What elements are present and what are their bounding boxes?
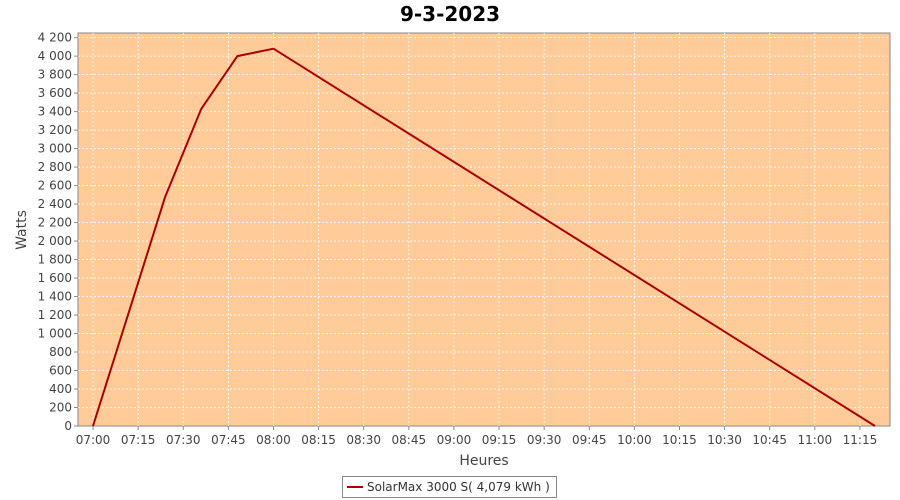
x-tick-label: 10:15: [662, 433, 697, 447]
y-tick-label: 2 600: [38, 179, 72, 193]
x-tick-label: 11:00: [798, 433, 833, 447]
y-tick-label: 3 600: [38, 86, 72, 100]
y-tick-label: 4 200: [38, 31, 72, 45]
y-tick-label: 2 200: [38, 216, 72, 230]
x-tick-label: 09:00: [437, 433, 472, 447]
legend: SolarMax 3000 S( 4,079 kWh ): [342, 476, 557, 498]
y-tick-label: 3 800: [38, 68, 72, 82]
series-line: [92, 47, 876, 427]
x-tick-label: 08:45: [392, 433, 427, 447]
y-tick-label: 3 200: [38, 123, 72, 137]
y-tick-label: 400: [49, 382, 72, 396]
grid: [78, 33, 890, 426]
y-tick-label: 4 000: [38, 49, 72, 63]
x-tick-label: 10:45: [752, 433, 787, 447]
y-tick-label: 1 000: [38, 327, 72, 341]
y-tick-label: 1 400: [38, 290, 72, 304]
x-tick-label: 09:15: [482, 433, 517, 447]
y-tick-label: 3 400: [38, 105, 72, 119]
plot-area: [77, 32, 891, 427]
x-axis-label: Heures: [459, 453, 508, 469]
x-tick-label: 07:30: [166, 433, 201, 447]
y-tick-label: 0: [64, 419, 72, 433]
x-tick-label: 10:00: [617, 433, 652, 447]
y-tick-label: 1 600: [38, 271, 72, 285]
x-tick-label: 08:00: [256, 433, 291, 447]
y-tick-label: 600: [49, 364, 72, 378]
y-tick-label: 200: [49, 401, 72, 415]
y-tick-label: 800: [49, 345, 72, 359]
y-tick-label: 3 000: [38, 142, 72, 156]
axes: 0 200 400 600 800 1 000 1 200 1 400 1 600 1 800 2 …: [38, 31, 878, 447]
y-tick-label: 2 800: [38, 160, 72, 174]
x-tick-label: 08:15: [301, 433, 336, 447]
x-tick-label: 07:00: [76, 433, 111, 447]
y-tick-label: 2 400: [38, 197, 72, 211]
x-tick-label: 08:30: [346, 433, 381, 447]
y-axis-label: Watts: [14, 210, 30, 250]
x-tick-label: 11:15: [843, 433, 878, 447]
x-tick-label: 09:45: [572, 433, 607, 447]
x-tick-label: 07:15: [121, 433, 156, 447]
x-tick-label: 10:30: [707, 433, 742, 447]
y-tick-label: 1 800: [38, 253, 72, 267]
y-tick-label: 2 000: [38, 234, 72, 248]
y-tick-label: 1 200: [38, 308, 72, 322]
x-tick-label: 09:30: [527, 433, 562, 447]
legend-label: SolarMax 3000 S( 4,079 kWh ): [367, 480, 550, 494]
chart-title: 9-3-2023: [399, 2, 501, 26]
legend-swatch: [347, 486, 363, 488]
series-layer: [92, 47, 876, 427]
x-tick-label: 07:45: [211, 433, 246, 447]
